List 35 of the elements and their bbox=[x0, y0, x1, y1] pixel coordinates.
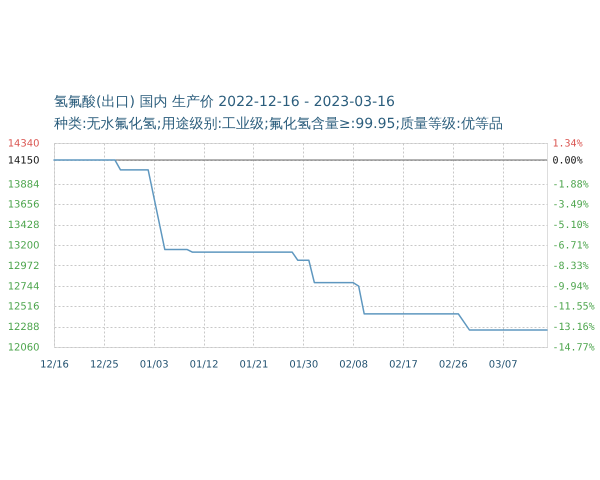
y2-tick-label: -9.94% bbox=[552, 281, 589, 292]
y2-tick-label: -11.55% bbox=[552, 302, 595, 313]
y2-tick-label: -6.71% bbox=[552, 240, 589, 252]
y-tick-label: 12288 bbox=[8, 322, 40, 334]
y-tick-label: 12516 bbox=[8, 302, 40, 313]
x-tick-label: 03/07 bbox=[488, 360, 518, 370]
y-tick-label: 13200 bbox=[8, 240, 40, 252]
y2-tick-label: -5.10% bbox=[552, 220, 589, 232]
y-tick-label: 14340 bbox=[8, 138, 40, 150]
y2-tick-label: 0.00% bbox=[552, 155, 583, 166]
y-tick-label: 12972 bbox=[8, 260, 40, 272]
y-tick-label: 13428 bbox=[8, 220, 40, 232]
y2-tick-label: -8.33% bbox=[552, 260, 589, 272]
chart-subtitle: 种类:无水氟化氢;用途级别:工业级;氟化氢含量≥:99.95;质量等级:优等品 bbox=[54, 116, 503, 132]
x-tick-label: 02/08 bbox=[339, 360, 368, 370]
y-tick-label: 14150 bbox=[8, 156, 40, 166]
x-tick-label: 12/25 bbox=[90, 360, 119, 370]
chart-title: 氢氟酸(出口) 国内 生产价 2022-12-16 - 2023-03-16 bbox=[54, 94, 396, 110]
y-tick-label: 12060 bbox=[8, 342, 40, 354]
x-tick-label: 01/12 bbox=[190, 360, 218, 370]
x-tick-label: 02/26 bbox=[438, 360, 468, 370]
y2-tick-label: -1.88% bbox=[552, 179, 589, 190]
y-tick-label: 12744 bbox=[8, 281, 40, 292]
y2-tick-label: -13.16% bbox=[552, 322, 595, 334]
line-series bbox=[53, 159, 548, 331]
y-tick-label: 13656 bbox=[8, 200, 40, 211]
y2-tick-label: 1.34% bbox=[552, 138, 583, 150]
x-tick-label: 01/03 bbox=[140, 360, 169, 370]
x-tick-label: 12/16 bbox=[40, 360, 69, 370]
x-tick-label: 02/17 bbox=[389, 360, 418, 370]
y2-tick-label: -14.77% bbox=[552, 342, 595, 354]
y-tick-label: 13884 bbox=[8, 179, 40, 190]
y2-tick-label: -3.49% bbox=[552, 200, 589, 211]
x-tick-label: 01/21 bbox=[240, 360, 268, 370]
x-tick-label: 01/30 bbox=[289, 360, 318, 370]
